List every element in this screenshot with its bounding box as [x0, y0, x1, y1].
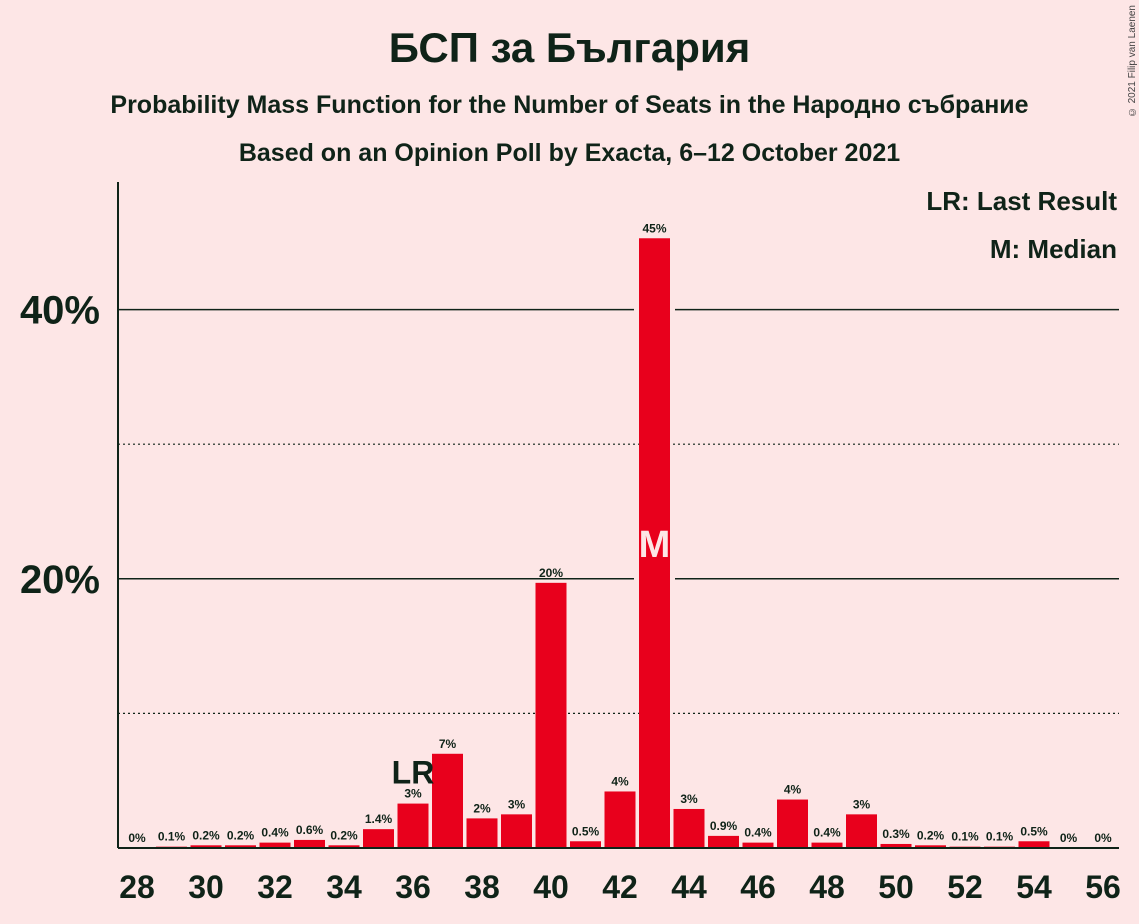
x-tick-label: 32 [257, 869, 293, 905]
data-label: 1.4% [365, 812, 393, 826]
bar [432, 753, 463, 848]
data-label: 0.6% [296, 823, 324, 837]
bar [1018, 841, 1050, 848]
x-tick-label: 38 [464, 869, 500, 905]
data-label: 3% [404, 787, 422, 801]
data-label: 0.9% [710, 819, 738, 833]
data-label: 0.4% [261, 826, 289, 840]
bar [639, 238, 670, 849]
x-tick-label: 54 [1016, 869, 1052, 905]
data-label: 4% [784, 783, 802, 797]
x-tick-label: 34 [326, 869, 362, 905]
bar [846, 814, 877, 848]
bar [328, 845, 360, 848]
bar [570, 841, 601, 848]
data-label: 3% [508, 797, 526, 811]
x-tick-label: 48 [809, 869, 845, 905]
data-label: 3% [680, 792, 698, 806]
chart-source-line: Based on an Opinion Poll by Exacta, 6–12… [238, 139, 901, 167]
data-label: 0.5% [572, 824, 600, 838]
x-tick-label: 36 [395, 869, 431, 905]
bar [880, 843, 912, 848]
x-tick-label: 30 [188, 869, 224, 905]
data-label: 0% [128, 831, 146, 845]
data-label: 0.1% [986, 830, 1014, 844]
gridline-gap [670, 307, 675, 312]
data-label: 3% [853, 797, 871, 811]
data-label: 2% [473, 801, 491, 815]
data-label: 0.3% [882, 827, 910, 841]
bar [777, 799, 808, 848]
y-tick-label: 20% [20, 558, 100, 602]
bar [742, 842, 774, 848]
x-tick-label: 40 [533, 869, 569, 905]
data-label: 0.2% [192, 828, 220, 842]
x-tick-label: 56 [1085, 869, 1121, 905]
data-label: 0.4% [744, 826, 772, 840]
data-label: 0% [1060, 831, 1078, 845]
data-label: 0.1% [951, 830, 979, 844]
bar [604, 791, 636, 848]
last-result-marker: LR [392, 755, 435, 791]
bar [225, 845, 256, 848]
x-tick-label: 46 [740, 869, 776, 905]
bar [397, 803, 429, 848]
x-tick-label: 42 [602, 869, 638, 905]
gridline-gap [634, 576, 639, 581]
data-label: 0.2% [227, 828, 255, 842]
bar [708, 835, 739, 848]
bar [915, 845, 946, 848]
bar [190, 845, 222, 848]
legend-last-result: LR: Last Result [926, 186, 1117, 216]
x-tick-label: 52 [947, 869, 983, 905]
data-label: 0.5% [1020, 824, 1048, 838]
data-label: 0.2% [917, 828, 945, 842]
bar [363, 829, 394, 848]
gridline-gap [670, 576, 675, 581]
data-label: 0.1% [158, 830, 186, 844]
bar [535, 582, 567, 848]
bar [501, 814, 532, 848]
x-tick-label: 28 [119, 869, 155, 905]
data-label: 0.2% [330, 828, 358, 842]
bar [673, 808, 705, 848]
x-tick-label: 50 [878, 869, 914, 905]
data-label: 7% [439, 737, 457, 751]
bar [259, 842, 291, 848]
bar [466, 818, 498, 848]
data-label: 45% [642, 221, 666, 235]
chart-title: БСП за България [388, 24, 751, 71]
data-label: 0% [1094, 831, 1112, 845]
data-label: 4% [611, 774, 629, 788]
gridline-gap [634, 307, 639, 312]
chart-subtitle: Probability Mass Function for the Number… [110, 91, 1029, 119]
x-tick-label: 44 [671, 869, 707, 905]
bar [294, 839, 325, 848]
bar [811, 842, 843, 848]
y-tick-label: 40% [20, 289, 100, 333]
data-label: 20% [539, 566, 563, 580]
data-label: 0.4% [813, 826, 841, 840]
median-marker: M [639, 524, 671, 566]
legend-median: M: Median [990, 234, 1117, 264]
